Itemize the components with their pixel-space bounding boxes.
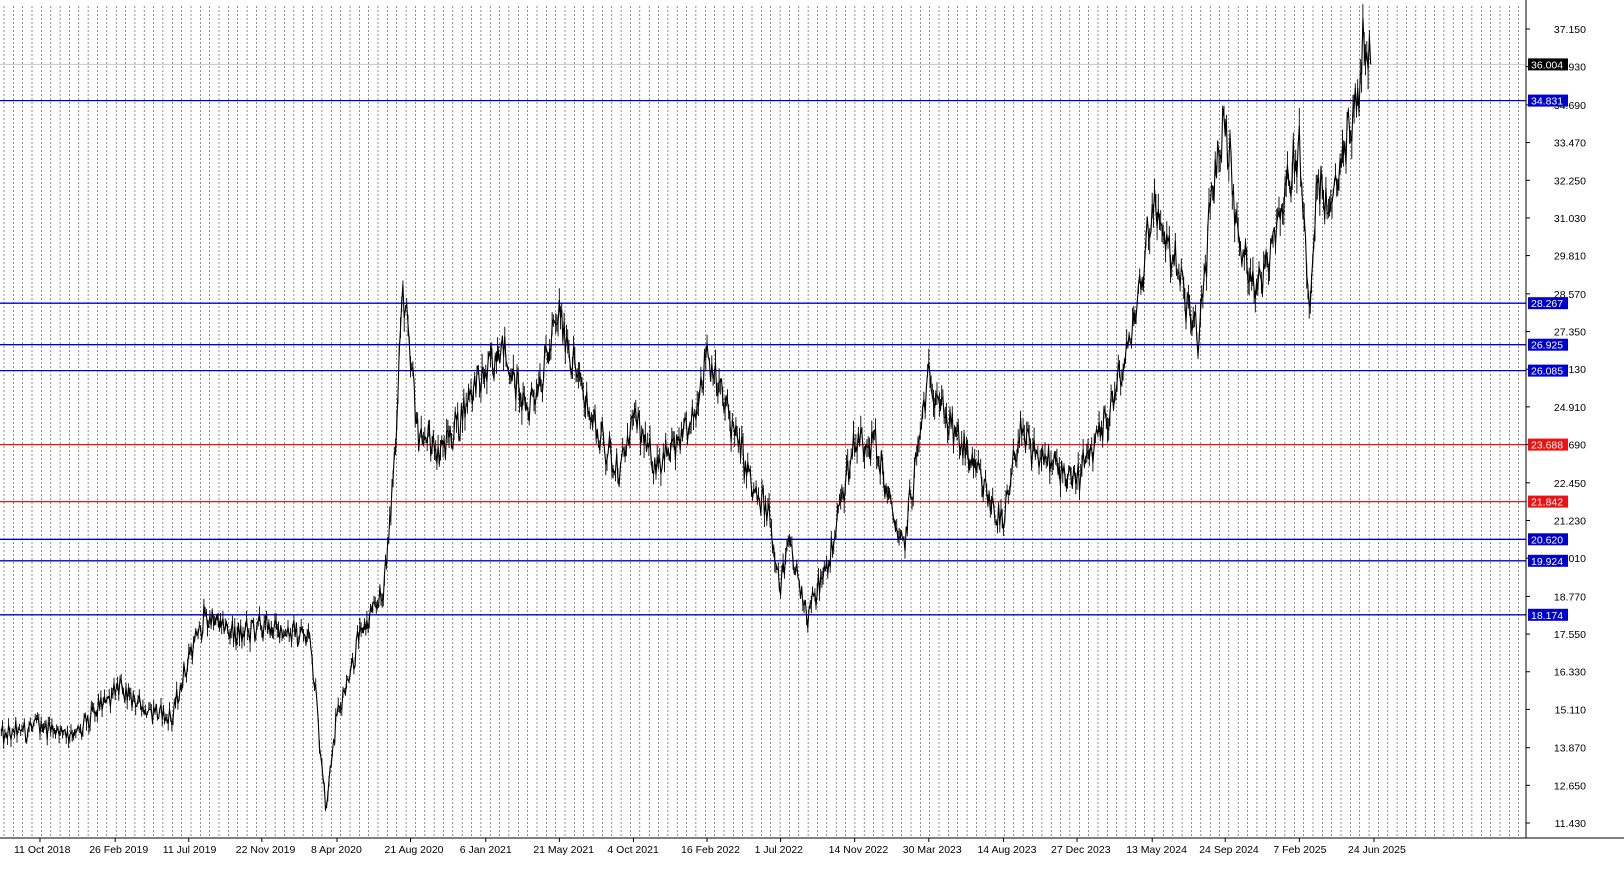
level-price-tag-bg [1528,495,1568,508]
y-tick-label: 24.910 [1554,402,1586,414]
y-tick-label: 13.870 [1554,743,1586,755]
y-tick-label: 12.650 [1554,780,1586,792]
x-tick-label: 1 Jul 2022 [755,844,804,856]
level-price-tag-bg [1528,554,1568,567]
y-tick-label: 16.330 [1554,667,1586,679]
level-price-tag: 34.831 [1531,96,1563,108]
x-tick-label: 14 Aug 2023 [977,844,1036,856]
y-tick-label: 15.110 [1555,704,1586,716]
level-price-tag-bg [1528,438,1568,451]
current-price-tag: 36.004 [1531,59,1563,71]
x-tick-label: 6 Jan 2021 [460,844,512,856]
level-price-tag: 18.174 [1531,610,1563,622]
current-price-tag-bg [1528,58,1568,71]
x-tick-label: 14 Nov 2022 [829,844,889,856]
x-tick-label: 21 May 2021 [533,844,594,856]
x-tick-label: 4 Oct 2021 [607,844,659,856]
level-price-tag: 20.620 [1531,534,1563,546]
level-price-tag-bg [1528,297,1568,310]
y-tick-label: 18.770 [1554,591,1586,603]
y-tick-label: 32.250 [1554,175,1586,187]
y-tick-label: 22.450 [1554,478,1586,490]
y-tick-label: 11.430 [1555,818,1586,830]
level-price-tag: 23.688 [1531,440,1563,452]
level-price-tag: 21.842 [1531,497,1563,509]
y-tick-label: 17.550 [1554,629,1586,641]
x-tick-label: 7 Feb 2025 [1273,844,1326,856]
y-tick-label: 31.030 [1554,213,1586,225]
x-tick-label: 13 May 2024 [1126,844,1187,856]
level-price-tag-bg [1528,338,1568,351]
level-price-tag-bg [1528,94,1568,107]
x-tick-label: 26 Feb 2019 [89,844,148,856]
level-price-tag-bg [1528,364,1568,377]
x-tick-label: 24 Jun 2025 [1348,844,1406,856]
y-tick-label: 37.150 [1554,24,1586,36]
y-tick-label: 21.230 [1554,515,1586,527]
y-tick-label: 27.350 [1554,327,1586,339]
x-tick-label: 27 Dec 2023 [1051,844,1111,856]
price-series-line[interactable] [0,17,1372,810]
y-tick-label: 29.810 [1554,251,1586,263]
x-tick-label: 30 Mar 2023 [903,844,962,856]
level-price-tag: 26.085 [1531,366,1563,378]
x-tick-label: 11 Jul 2019 [163,844,217,856]
level-price-tag: 19.924 [1531,556,1563,568]
y-tick-label: 33.470 [1554,138,1586,150]
x-tick-label: 11 Oct 2018 [14,844,71,856]
x-tick-label: 21 Aug 2020 [385,844,444,856]
level-price-tag: 28.267 [1531,298,1563,310]
level-price-tag-bg [1528,533,1568,546]
level-price-tag-bg [1528,608,1568,621]
x-tick-label: 16 Feb 2022 [681,844,740,856]
x-tick-label: 22 Nov 2019 [236,844,296,856]
level-price-tag: 26.925 [1531,340,1563,352]
x-tick-label: 24 Sep 2024 [1199,844,1259,856]
x-tick-label: 8 Apr 2020 [311,844,362,856]
